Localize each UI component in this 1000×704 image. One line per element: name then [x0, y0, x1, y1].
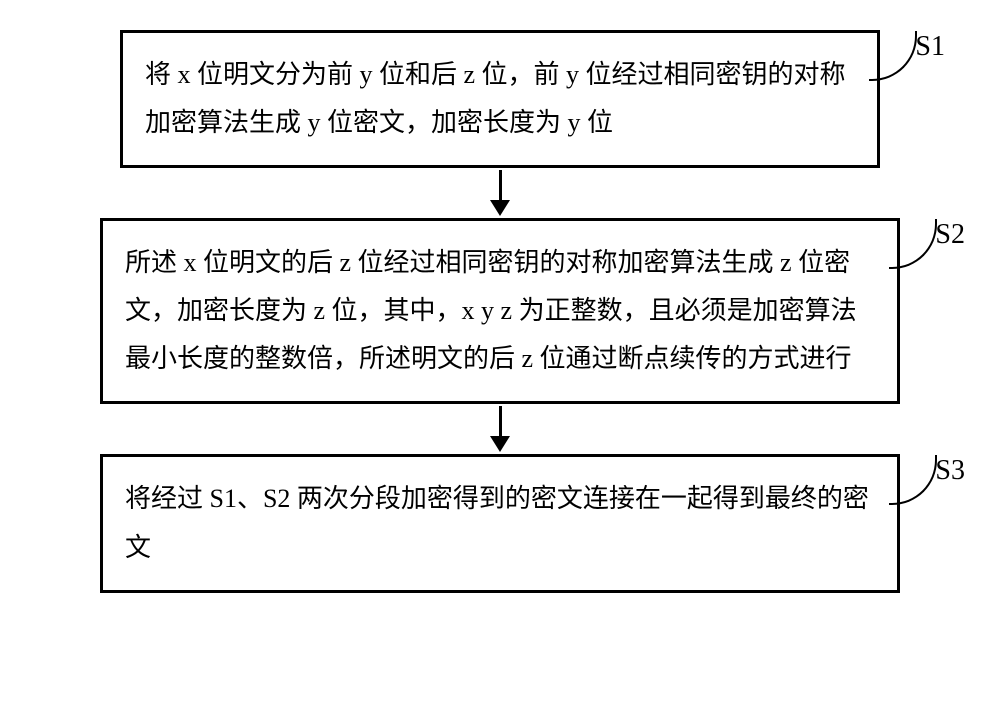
label-connector — [869, 31, 917, 81]
arrow-line — [499, 170, 502, 200]
label-connector — [889, 219, 937, 269]
node-label-s1: S1 — [915, 21, 945, 73]
flowchart-container: S1 将 x 位明文分为前 y 位和后 z 位，前 y 位经过相同密钥的对称加密… — [60, 30, 940, 593]
node-text-s1: 将 x 位明文分为前 y 位和后 z 位，前 y 位经过相同密钥的对称加密算法生… — [145, 60, 846, 137]
flowchart-node-s1: S1 将 x 位明文分为前 y 位和后 z 位，前 y 位经过相同密钥的对称加密… — [120, 30, 880, 168]
arrow-head-icon — [490, 436, 510, 452]
arrow-head-icon — [490, 200, 510, 216]
arrow-s1-s2 — [490, 168, 510, 218]
node-text-s2: 所述 x 位明文的后 z 位经过相同密钥的对称加密算法生成 z 位密文，加密长度… — [125, 248, 857, 373]
node-text-s3: 将经过 S1、S2 两次分段加密得到的密文连接在一起得到最终的密文 — [125, 484, 869, 561]
label-connector — [889, 455, 937, 505]
node-label-s2: S2 — [935, 209, 965, 261]
arrow-line — [499, 406, 502, 436]
node-label-s3: S3 — [935, 445, 965, 497]
arrow-s2-s3 — [490, 404, 510, 454]
flowchart-node-s3: S3 将经过 S1、S2 两次分段加密得到的密文连接在一起得到最终的密文 — [100, 454, 900, 592]
flowchart-node-s2: S2 所述 x 位明文的后 z 位经过相同密钥的对称加密算法生成 z 位密文，加… — [100, 218, 900, 404]
